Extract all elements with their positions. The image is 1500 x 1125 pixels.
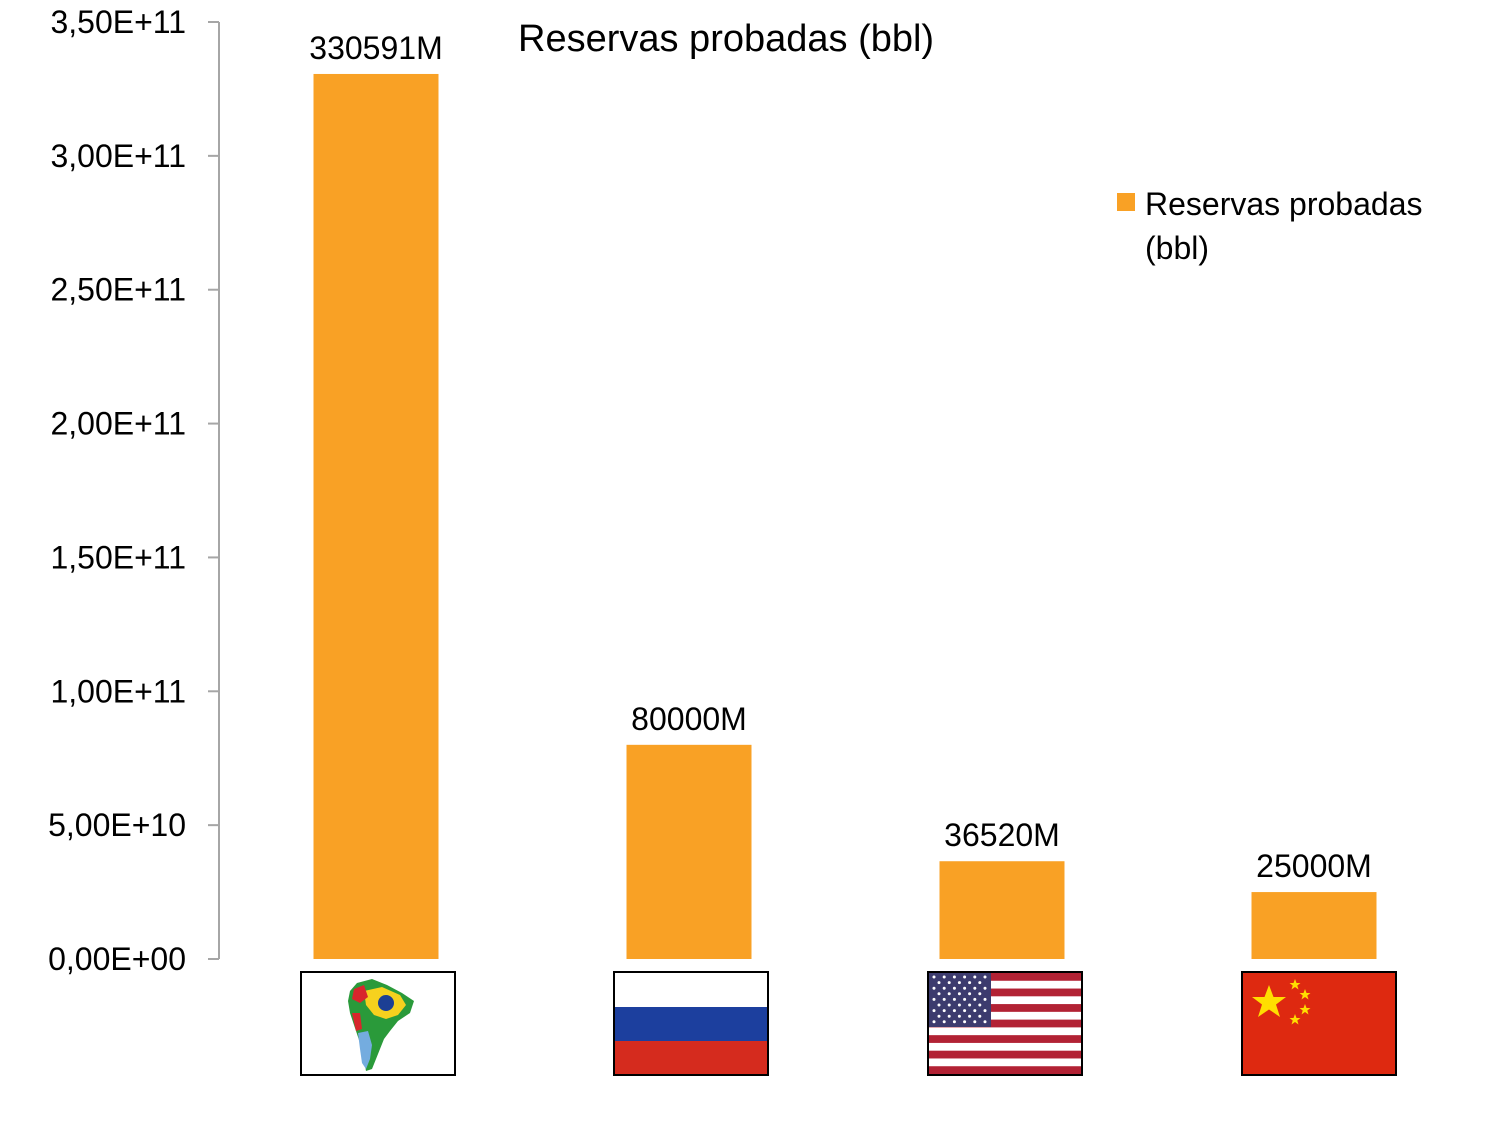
y-tick-label: 1,50E+11 (50, 539, 186, 575)
legend-swatch (1117, 193, 1135, 211)
bar-data-label: 36520M (944, 817, 1060, 853)
y-axis: 0,00E+00 5,00E+10 1,00E+11 1,50E+11 2,00E+11… (48, 4, 220, 977)
legend-label: Reservas probadas (bbl) (1145, 186, 1423, 266)
y-tick-label: 3,00E+11 (50, 138, 186, 174)
bar-data-label: 25000M (1256, 848, 1372, 884)
chart-title: Reservas probadas (bbl) (518, 18, 935, 60)
y-tick-label: 0,00E+00 (48, 941, 186, 977)
china-flag-icon (1241, 971, 1397, 1076)
bar (1251, 892, 1377, 959)
usa-flag-icon (927, 971, 1083, 1076)
y-tick-label: 5,00E+10 (48, 807, 186, 843)
bar-data-label: 330591M (309, 30, 442, 66)
bar (626, 744, 752, 959)
bar-data-label: 80000M (631, 701, 747, 737)
data-labels-group: 330591M 80000M 36520M 25000M (309, 30, 1372, 884)
y-tick-label: 3,50E+11 (50, 4, 186, 40)
y-tick-label: 1,00E+11 (50, 673, 186, 709)
bars-group (313, 73, 1377, 959)
y-tick-label: 2,50E+11 (50, 272, 186, 308)
bar (939, 861, 1065, 959)
south-america-flags-map-icon (300, 971, 456, 1076)
bar (313, 73, 439, 959)
russia-flag-icon (613, 971, 769, 1076)
y-tick-label: 2,00E+11 (50, 406, 186, 442)
